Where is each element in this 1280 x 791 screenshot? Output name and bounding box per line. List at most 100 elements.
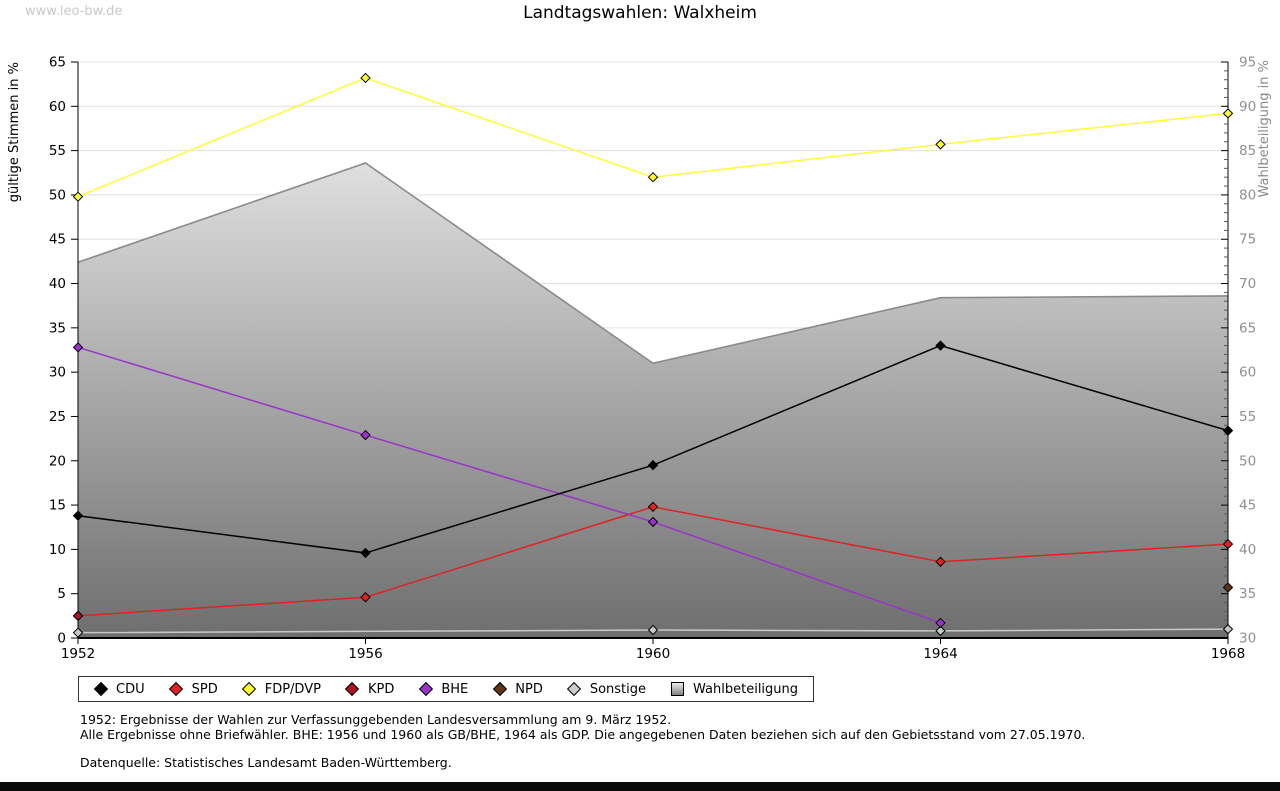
right-axis-tick-label: 50	[1239, 453, 1256, 469]
legend-label: NPD	[515, 681, 543, 697]
right-axis-tick-label: 75	[1239, 232, 1256, 248]
data-point-spd	[647, 501, 659, 513]
series-npd	[1222, 582, 1234, 593]
left-axis-title: gültige Stimmen in %	[7, 62, 22, 203]
data-point-fdp-dvp	[360, 72, 371, 84]
series-fdp-dvp	[72, 72, 1234, 202]
legend-label: KPD	[367, 681, 395, 697]
data-point-spd	[935, 556, 946, 567]
left-axis-tick-label: 0	[57, 631, 66, 647]
left-axis-tick-label: 20	[49, 453, 66, 469]
diamond-marker-icon	[169, 681, 184, 697]
footnote-line: Datenquelle: Statistisches Landesamt Bad…	[80, 755, 452, 770]
legend-item-wahlbeteiligung: Wahlbeteiligung	[671, 682, 798, 697]
left-axis-tick-label: 10	[49, 542, 66, 558]
legend-label: Sonstige	[589, 681, 647, 697]
axes: 0 5 10 15 20 25 30 35 40 45 50 55 60 65 30 35 40 45 50 55 60…	[49, 55, 1256, 663]
diamond-marker-icon	[242, 681, 257, 697]
footnotes: 1952: Ergebnisse der Wahlen zur Verfassu…	[80, 712, 1085, 770]
left-axis-tick-label: 60	[49, 99, 66, 115]
right-axis-tick-label: 65	[1239, 320, 1256, 336]
diamond-marker-icon	[345, 681, 360, 697]
right-axis-title: Wahlbeteiligung in %	[1257, 60, 1272, 198]
data-point-cdu	[935, 340, 946, 351]
data-point-spd	[360, 592, 371, 603]
legend-item-kpd: KPD	[345, 681, 395, 697]
data-point-fdp-dvp	[935, 139, 946, 150]
legend-item-bhe: BHE	[418, 681, 469, 697]
data-point-cdu	[647, 459, 659, 471]
diamond-marker-icon	[567, 681, 582, 697]
data-point-bhe	[935, 617, 946, 629]
data-point-sonstige	[935, 625, 946, 637]
left-axis-tick-label: 40	[49, 276, 66, 292]
legend-label: FDP/DVP	[264, 681, 321, 697]
x-axis-year-label: 1964	[923, 646, 957, 662]
data-point-fdp-dvp	[1222, 108, 1234, 119]
right-axis-tick-label: 55	[1239, 409, 1256, 425]
right-axis-tick-label: 35	[1239, 586, 1256, 602]
data-point-cdu	[360, 547, 371, 559]
x-axis-year-label: 1960	[636, 646, 670, 662]
watermark: www.leo-bw.de	[25, 4, 123, 19]
footnote-line: Alle Ergebnisse ohne Briefwähler. BHE: 1…	[80, 727, 1086, 742]
left-axis-tick-label: 55	[49, 143, 66, 159]
data-point-fdp-dvp	[72, 191, 84, 202]
right-axis-tick-label: 40	[1239, 542, 1256, 558]
data-point-cdu	[72, 510, 84, 521]
legend-label: Wahlbeteiligung	[693, 681, 799, 697]
legend-item-cdu: CDU	[93, 681, 145, 697]
legend-item-fdp-dvp: FDP/DVP	[242, 681, 321, 697]
area-wahlbeteiligung	[77, 162, 1229, 638]
diamond-marker-icon	[93, 681, 108, 697]
legend-label: SPD	[191, 681, 218, 697]
right-axis-tick-label: 85	[1239, 143, 1256, 159]
right-axis-tick-label: 90	[1239, 99, 1256, 115]
legend-label: BHE	[441, 681, 469, 697]
right-axis-tick-label: 80	[1239, 187, 1256, 203]
footnote-spacer	[80, 742, 1085, 755]
left-axis-tick-label: 5	[57, 586, 66, 602]
data-point-fdp-dvp	[647, 171, 659, 183]
left-axis-tick-label: 65	[49, 55, 66, 71]
data-point-npd	[1222, 582, 1234, 593]
data-point-bhe	[72, 342, 84, 353]
legend-item-spd: SPD	[169, 681, 218, 697]
area-swatch-icon	[671, 682, 685, 696]
election-line-chart: 0 5 10 15 20 25 30 35 40 45 50 55 60 65 30 35 40 45 50 55 60…	[49, 55, 1256, 663]
series-bhe	[72, 342, 946, 629]
diamond-marker-icon	[418, 681, 433, 697]
left-axis-tick-label: 30	[49, 365, 66, 381]
data-point-bhe	[360, 429, 371, 441]
series-cdu	[72, 340, 1234, 559]
data-point-sonstige	[72, 627, 84, 638]
data-point-sonstige	[1222, 623, 1234, 635]
data-point-cdu	[1222, 425, 1234, 436]
right-axis-tick-label: 95	[1239, 55, 1256, 71]
left-axis-tick-label: 50	[49, 187, 66, 203]
footnote-line: 1952: Ergebnisse der Wahlen zur Verfassu…	[80, 712, 672, 727]
left-axis-tick-label: 35	[49, 320, 66, 336]
data-point-sonstige	[647, 624, 659, 636]
legend: CDU SPD FDP/DVP KPD BHE NPD Sonstige Wahlbeteil…	[78, 676, 815, 702]
right-axis-tick-label: 60	[1239, 365, 1256, 381]
data-point-kpd	[72, 610, 84, 622]
legend-item-npd: NPD	[492, 681, 543, 697]
left-axis-tick-label: 45	[49, 232, 66, 248]
legend-label: CDU	[116, 681, 145, 697]
right-axis-tick-label: 70	[1239, 276, 1256, 292]
legend-item-sonstige: Sonstige	[567, 681, 647, 697]
page-title: Landtagswahlen: Walxheim	[523, 3, 757, 23]
data-point-bhe	[647, 516, 659, 528]
bottom-border-bar	[0, 782, 1280, 791]
right-axis-tick-label: 45	[1239, 498, 1256, 514]
x-axis-year-label: 1968	[1211, 646, 1245, 662]
x-axis-year-label: 1956	[348, 646, 382, 662]
data-point-spd	[1222, 538, 1234, 550]
series-sonstige	[72, 623, 1234, 638]
series-kpd	[72, 610, 84, 622]
x-axis-year-label: 1952	[61, 646, 95, 662]
right-axis-tick-label: 30	[1239, 631, 1256, 647]
left-axis-tick-label: 15	[49, 498, 66, 514]
